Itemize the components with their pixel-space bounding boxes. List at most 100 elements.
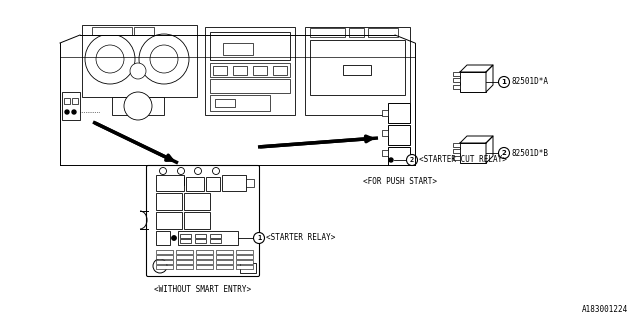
Bar (388, 103, 410, 123)
Circle shape (212, 167, 220, 174)
Bar (453, 149, 460, 153)
Bar (236, 255, 253, 259)
Bar (156, 231, 170, 245)
Bar (460, 72, 486, 92)
Text: A183001224: A183001224 (582, 305, 628, 314)
Bar (176, 255, 193, 259)
Bar (236, 265, 253, 269)
Bar (343, 65, 371, 75)
Text: 2: 2 (410, 157, 414, 163)
Bar (310, 40, 405, 95)
Bar (240, 263, 256, 273)
Text: <FOR PUSH START>: <FOR PUSH START> (363, 177, 437, 186)
Polygon shape (460, 65, 493, 72)
Text: <WITHOUT SMART ENTRY>: <WITHOUT SMART ENTRY> (154, 285, 252, 294)
Circle shape (172, 236, 176, 240)
Text: <STARTER CUT RELAY>: <STARTER CUT RELAY> (419, 156, 507, 164)
Circle shape (150, 45, 178, 73)
Text: <STARTER RELAY>: <STARTER RELAY> (266, 234, 335, 243)
Text: 82501D*A: 82501D*A (511, 77, 548, 86)
Bar (184, 212, 210, 229)
Circle shape (139, 34, 189, 84)
Bar (196, 255, 213, 259)
Polygon shape (486, 136, 493, 163)
Bar (273, 66, 287, 75)
Circle shape (85, 34, 135, 84)
Bar (62, 92, 80, 120)
Bar (233, 66, 247, 75)
Bar (253, 66, 267, 75)
Bar (176, 265, 193, 269)
Circle shape (65, 110, 69, 114)
Circle shape (253, 233, 264, 244)
Bar (205, 27, 295, 115)
Bar (305, 27, 410, 115)
Circle shape (499, 76, 509, 87)
Bar (180, 239, 191, 243)
Bar (176, 260, 193, 264)
Bar (215, 99, 235, 107)
Circle shape (195, 167, 202, 174)
Bar (382, 130, 388, 136)
Bar (112, 97, 164, 115)
Bar (156, 265, 173, 269)
Bar (206, 177, 220, 191)
Bar (222, 175, 246, 191)
Bar (196, 250, 213, 254)
Bar (64, 98, 70, 104)
Bar (216, 255, 233, 259)
Bar (156, 212, 182, 229)
Bar (156, 250, 173, 254)
Bar (453, 85, 460, 89)
Bar (236, 250, 253, 254)
Circle shape (153, 259, 167, 273)
Text: 1: 1 (257, 235, 261, 241)
Bar (196, 260, 213, 264)
Bar (453, 72, 460, 76)
Circle shape (406, 155, 417, 165)
Bar (186, 177, 204, 191)
Circle shape (130, 63, 146, 79)
Bar (210, 79, 290, 93)
Bar (134, 27, 154, 35)
Bar (184, 193, 210, 210)
Bar (349, 28, 364, 37)
Bar (156, 260, 173, 264)
Bar (382, 110, 388, 116)
Bar (388, 125, 410, 145)
Bar (156, 193, 182, 210)
Text: 82501D*B: 82501D*B (511, 148, 548, 157)
Text: 2: 2 (502, 150, 506, 156)
Bar (216, 260, 233, 264)
Bar (178, 231, 238, 245)
Bar (195, 234, 206, 238)
Polygon shape (486, 65, 493, 92)
Circle shape (72, 110, 76, 114)
Bar (453, 156, 460, 160)
Bar (216, 265, 233, 269)
Circle shape (96, 45, 124, 73)
Polygon shape (460, 136, 493, 143)
Circle shape (159, 167, 166, 174)
Bar (453, 143, 460, 147)
Bar (176, 250, 193, 254)
Bar (460, 143, 486, 163)
Bar (92, 27, 132, 35)
Circle shape (389, 158, 393, 162)
Bar (82, 25, 197, 97)
Bar (382, 150, 388, 156)
Bar (72, 98, 78, 104)
Circle shape (177, 167, 184, 174)
Bar (368, 28, 398, 37)
Bar (156, 255, 173, 259)
Bar (210, 32, 290, 60)
FancyBboxPatch shape (147, 165, 259, 276)
Bar (195, 239, 206, 243)
Bar (196, 265, 213, 269)
Bar (210, 234, 221, 238)
Bar (388, 147, 410, 165)
Bar (246, 179, 254, 187)
Circle shape (499, 148, 509, 158)
Bar (210, 239, 221, 243)
Bar (236, 260, 253, 264)
